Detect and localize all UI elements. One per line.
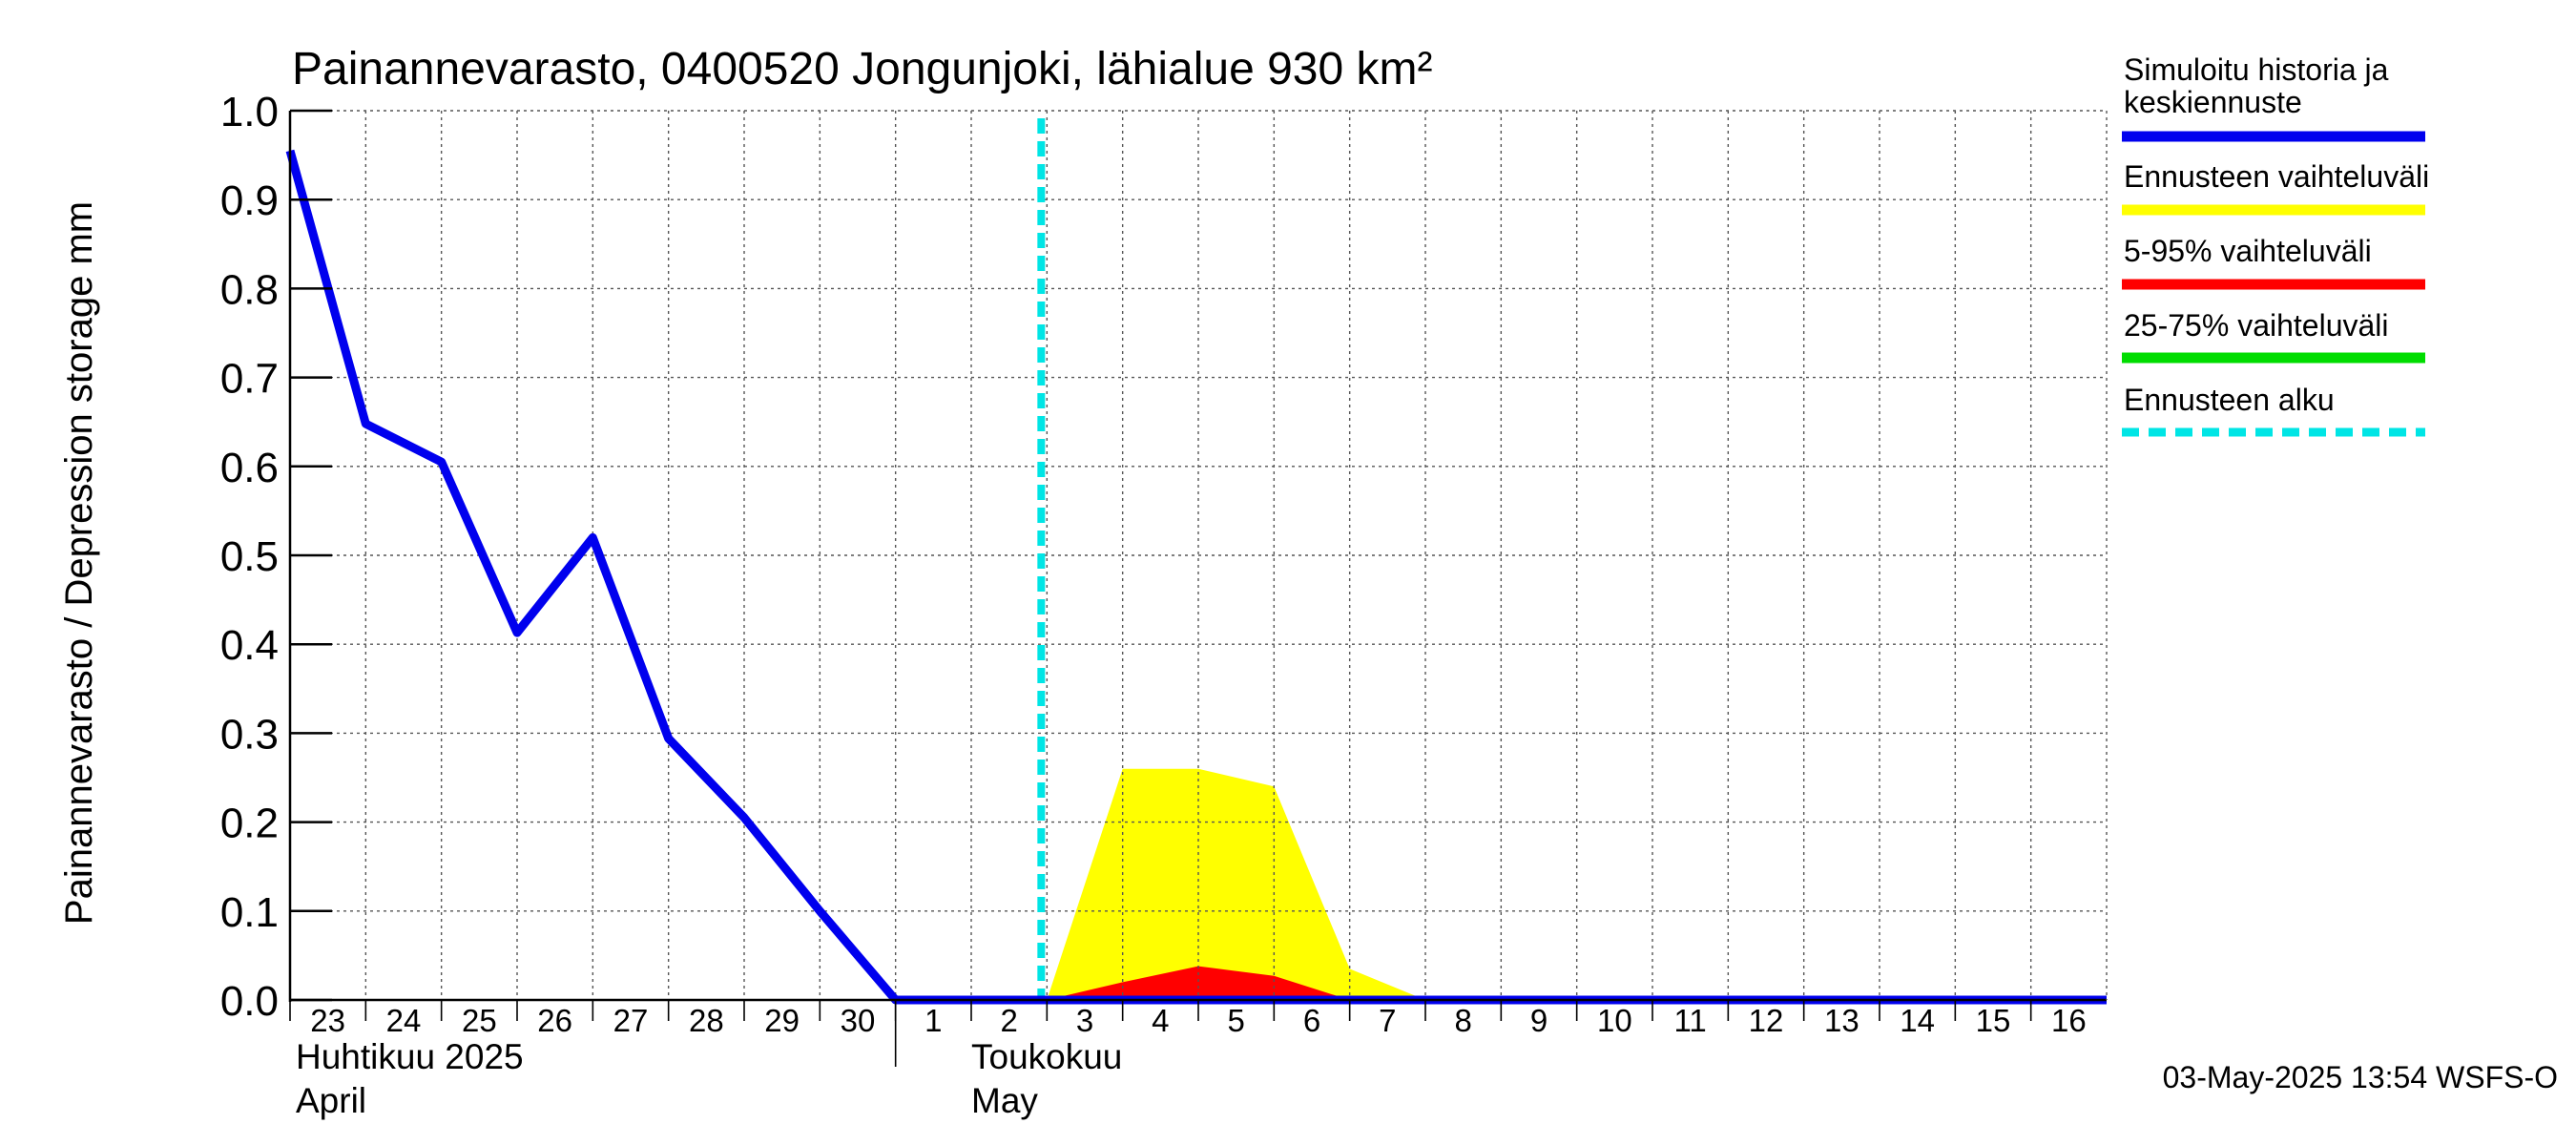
- x-tick-label: 15: [1976, 1003, 2011, 1038]
- grid-lines: [290, 110, 2107, 1000]
- y-tick-label: 0.2: [220, 801, 279, 847]
- timestamp-footer: 03-May-2025 13:54 WSFS-O: [2163, 1060, 2558, 1094]
- y-tick-label: 0.7: [220, 356, 279, 403]
- x-tick-label: 3: [1076, 1003, 1093, 1038]
- y-tick-label: 0.3: [220, 711, 279, 758]
- month-label-april-en: April: [296, 1081, 366, 1120]
- plot-area: [285, 109, 2108, 1067]
- x-tick-label: 7: [1379, 1003, 1396, 1038]
- legend: Simuloitu historia ja keskiennuste Ennus…: [2122, 52, 2429, 437]
- x-tick-label: 9: [1530, 1003, 1548, 1038]
- legend-label-simulated-line1: Simuloitu historia ja: [2124, 52, 2389, 87]
- x-tick-label: 1: [924, 1003, 942, 1038]
- legend-label-25-75: 25-75% vaihteluväli: [2124, 308, 2389, 343]
- x-tick-label: 26: [537, 1003, 572, 1038]
- y-tick-label: 0.9: [220, 177, 279, 224]
- forecast-bands: [1047, 768, 1425, 1000]
- x-tick-label: 4: [1152, 1003, 1169, 1038]
- band-5-95-vaihteluv-li: [1047, 966, 1350, 1000]
- x-tick-label: 14: [1900, 1003, 1935, 1038]
- legend-label-simulated-line2: keskiennuste: [2124, 85, 2302, 119]
- y-tick-label: 0.4: [220, 622, 279, 669]
- x-tick-label: 11: [1674, 1003, 1707, 1038]
- y-tick-label: 0.8: [220, 266, 279, 313]
- legend-label-5-95: 5-95% vaihteluväli: [2124, 234, 2372, 268]
- x-tick-label: 23: [310, 1003, 345, 1038]
- x-tick-label: 2: [1000, 1003, 1017, 1038]
- series-line-simulated: [285, 149, 2107, 1005]
- band-ennusteen-vaihteluv-li: [1047, 768, 1425, 1000]
- y-tick-label: 0.0: [220, 978, 279, 1025]
- y-axis-label: Painannevarasto / Depression storage mm: [58, 201, 100, 925]
- x-tick-label: 30: [841, 1003, 876, 1038]
- x-tick-label: 28: [689, 1003, 724, 1038]
- y-tick-label: 0.6: [220, 445, 279, 491]
- x-tick-label: 12: [1749, 1003, 1784, 1038]
- x-tick-label: 25: [462, 1003, 497, 1038]
- legend-label-forecast-start: Ennusteen alku: [2124, 383, 2335, 417]
- chart-title: Painannevarasto, 0400520 Jongunjoki, läh…: [292, 44, 1433, 94]
- axes: [288, 109, 2108, 1067]
- x-tick-label: 24: [386, 1003, 422, 1038]
- x-tick-label: 29: [764, 1003, 800, 1038]
- x-tick-label: 10: [1597, 1003, 1632, 1038]
- x-tick-label: 5: [1227, 1003, 1244, 1038]
- legend-label-forecast-range: Ennusteen vaihteluväli: [2124, 159, 2429, 194]
- series-lines: [285, 149, 2107, 1005]
- y-tick-label: 1.0: [220, 89, 279, 135]
- x-tick-label: 8: [1454, 1003, 1471, 1038]
- x-tick-label: 16: [2051, 1003, 2087, 1038]
- x-tick-label: 27: [613, 1003, 649, 1038]
- x-tick-labels: 23 24 25 26 27 28 29 30 1 2 3 4 5 6 7 8 9 10 11 12 13 14 15 16: [310, 1003, 2086, 1038]
- y-tick-label: 0.5: [220, 533, 279, 580]
- month-label-april-fi: Huhtikuu 2025: [296, 1037, 524, 1076]
- month-label-may-fi: Toukokuu: [971, 1037, 1122, 1076]
- y-tick-labels: 0.0 0.1 0.2 0.3 0.4 0.5 0.6 0.7 0.8 0.9 1.0: [220, 89, 279, 1025]
- x-tick-label: 6: [1303, 1003, 1320, 1038]
- y-tick-label: 0.1: [220, 889, 279, 936]
- x-tick-label: 13: [1824, 1003, 1859, 1038]
- month-label-may-en: May: [971, 1081, 1038, 1120]
